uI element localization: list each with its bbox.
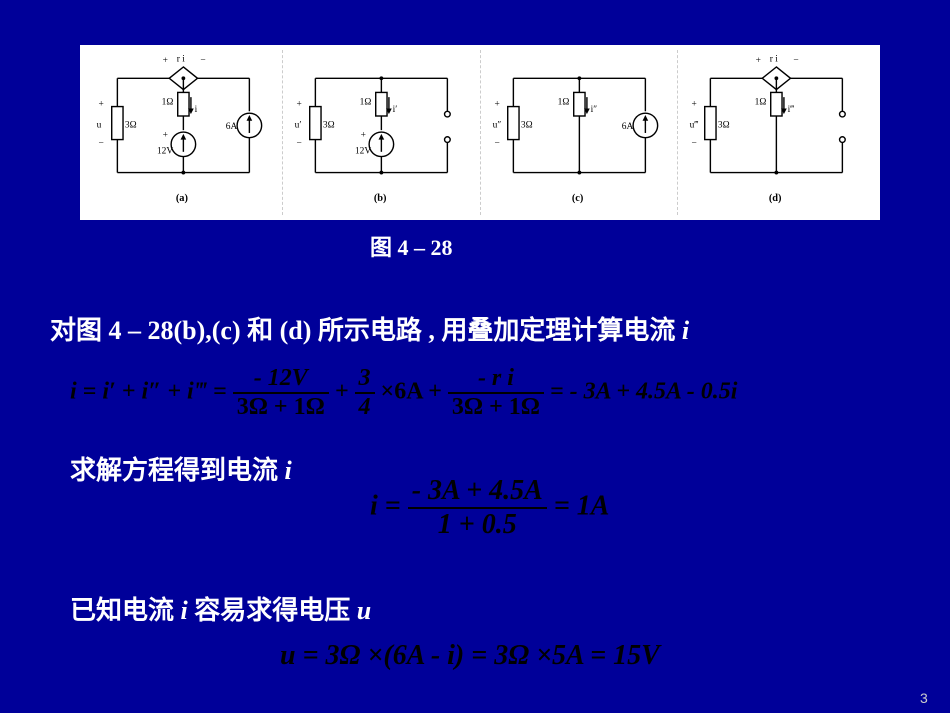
- svg-text:+: +: [99, 100, 104, 110]
- circuit-(b): 3Ω + u′ − 1Ω i′ +12V (b): [283, 50, 481, 215]
- svg-text:r i: r i: [770, 54, 778, 64]
- svg-text:1Ω: 1Ω: [755, 98, 767, 108]
- svg-text:1Ω: 1Ω: [359, 98, 371, 108]
- svg-text:−: −: [296, 139, 301, 149]
- svg-text:(d): (d): [769, 193, 782, 204]
- svg-text:i′: i′: [392, 105, 397, 115]
- eq1-mid1: +: [335, 379, 355, 405]
- circuit-(c): 3Ω + u″ − 1Ω i″ 6A (c): [481, 50, 679, 215]
- line3-var-i: i: [181, 596, 188, 625]
- svg-text:r i: r i: [177, 54, 185, 64]
- eq1-frac3: - r i 3Ω + 1Ω: [448, 365, 544, 421]
- body-line-1: 对图 4 – 28(b),(c) 和 (d) 所示电路 , 用叠加定理计算电流 …: [50, 310, 689, 347]
- svg-text:3Ω: 3Ω: [718, 120, 730, 130]
- body-line-3: 已知电流 i 容易求得电压 u: [70, 590, 371, 627]
- svg-text:−: −: [692, 139, 697, 149]
- svg-text:+: +: [494, 100, 499, 110]
- line3-pre: 已知电流: [70, 596, 181, 625]
- page-number: 3: [920, 690, 928, 706]
- caption-text: 图 4 – 28: [370, 235, 453, 260]
- svg-text:6A: 6A: [621, 122, 633, 132]
- eq1-frac1: - 12V 3Ω + 1Ω: [233, 365, 329, 421]
- svg-text:−: −: [200, 56, 205, 66]
- svg-text:(b): (b): [374, 193, 387, 204]
- eq1-mid2: ×6A +: [381, 379, 448, 405]
- figure-caption: 图 4 – 28: [370, 230, 453, 262]
- line2-text: 求解方程得到电流: [70, 456, 285, 485]
- eq2-rhs: = 1A: [554, 490, 610, 521]
- svg-text:+: +: [692, 100, 697, 110]
- eq2-num: - 3A + 4.5A: [408, 475, 547, 509]
- body-line-2: 求解方程得到电流 i: [70, 450, 292, 487]
- svg-text:u: u: [97, 120, 102, 130]
- svg-text:i: i: [195, 105, 198, 115]
- circuit-figure: +−r i3Ω+u−1Ωi+12V6A(a)3Ω+u′−1Ωi′+12V(b)3…: [80, 45, 880, 220]
- circuit-(a): + − r i 3Ω + u − 1Ω i +12V 6A (a): [85, 50, 283, 215]
- eq1-f1-num: - 12V: [233, 365, 329, 394]
- svg-text:12V: 12V: [355, 147, 371, 157]
- svg-text:u″: u″: [492, 120, 501, 130]
- svg-text:+: +: [163, 56, 168, 66]
- eq1-f3-den: 3Ω + 1Ω: [448, 394, 544, 421]
- eq1-frac2: 3 4: [355, 365, 375, 421]
- svg-text:+: +: [163, 131, 168, 141]
- eq1-lhs: i = i′ + i″ + i‴ =: [70, 379, 233, 405]
- line1-var-i: i: [682, 316, 689, 345]
- eq1-f2-num: 3: [355, 365, 375, 394]
- line3-var-u: u: [357, 596, 371, 625]
- eq1-f1-den: 3Ω + 1Ω: [233, 394, 329, 421]
- eq2-den: 1 + 0.5: [408, 509, 547, 541]
- svg-text:+: +: [360, 131, 365, 141]
- line2-var-i: i: [285, 456, 292, 485]
- eq3-text: u = 3Ω ×(6A - i) = 3Ω ×5A = 15V: [280, 640, 660, 671]
- svg-text:−: −: [99, 139, 104, 149]
- eq1-rhs: = - 3A + 4.5A - 0.5i: [550, 379, 737, 405]
- svg-text:3Ω: 3Ω: [125, 120, 137, 130]
- svg-text:u′: u′: [294, 120, 301, 130]
- eq2-frac: - 3A + 4.5A 1 + 0.5: [408, 475, 547, 541]
- svg-text:u‴: u‴: [690, 120, 699, 130]
- svg-text:(c): (c): [571, 193, 583, 204]
- svg-text:i″: i″: [590, 105, 597, 115]
- line3-mid: 容易求得电压: [188, 596, 357, 625]
- svg-text:6A: 6A: [226, 122, 238, 132]
- svg-text:−: −: [494, 139, 499, 149]
- equation-1: i = i′ + i″ + i‴ = - 12V 3Ω + 1Ω + 3 4 ×…: [70, 365, 737, 421]
- svg-text:1Ω: 1Ω: [557, 98, 569, 108]
- pagenum-text: 3: [920, 690, 928, 706]
- svg-text:12V: 12V: [157, 147, 173, 157]
- equation-2: i = - 3A + 4.5A 1 + 0.5 = 1A: [370, 475, 609, 541]
- eq1-f2-den: 4: [355, 394, 375, 421]
- svg-text:3Ω: 3Ω: [323, 120, 335, 130]
- svg-text:(a): (a): [176, 193, 188, 204]
- equation-3: u = 3Ω ×(6A - i) = 3Ω ×5A = 15V: [280, 640, 660, 672]
- svg-text:3Ω: 3Ω: [520, 120, 532, 130]
- svg-text:1Ω: 1Ω: [162, 98, 174, 108]
- svg-text:+: +: [756, 56, 761, 66]
- eq1-f3-num: - r i: [448, 365, 544, 394]
- svg-text:i‴: i‴: [788, 105, 795, 115]
- eq2-lhs: i =: [370, 490, 408, 521]
- line1-text: 对图 4 – 28(b),(c) 和 (d) 所示电路 , 用叠加定理计算电流: [50, 316, 682, 345]
- circuit-(d): + − r i 3Ω + u‴ − 1Ω i‴ (d): [678, 50, 875, 215]
- svg-text:−: −: [794, 56, 799, 66]
- svg-text:+: +: [296, 100, 301, 110]
